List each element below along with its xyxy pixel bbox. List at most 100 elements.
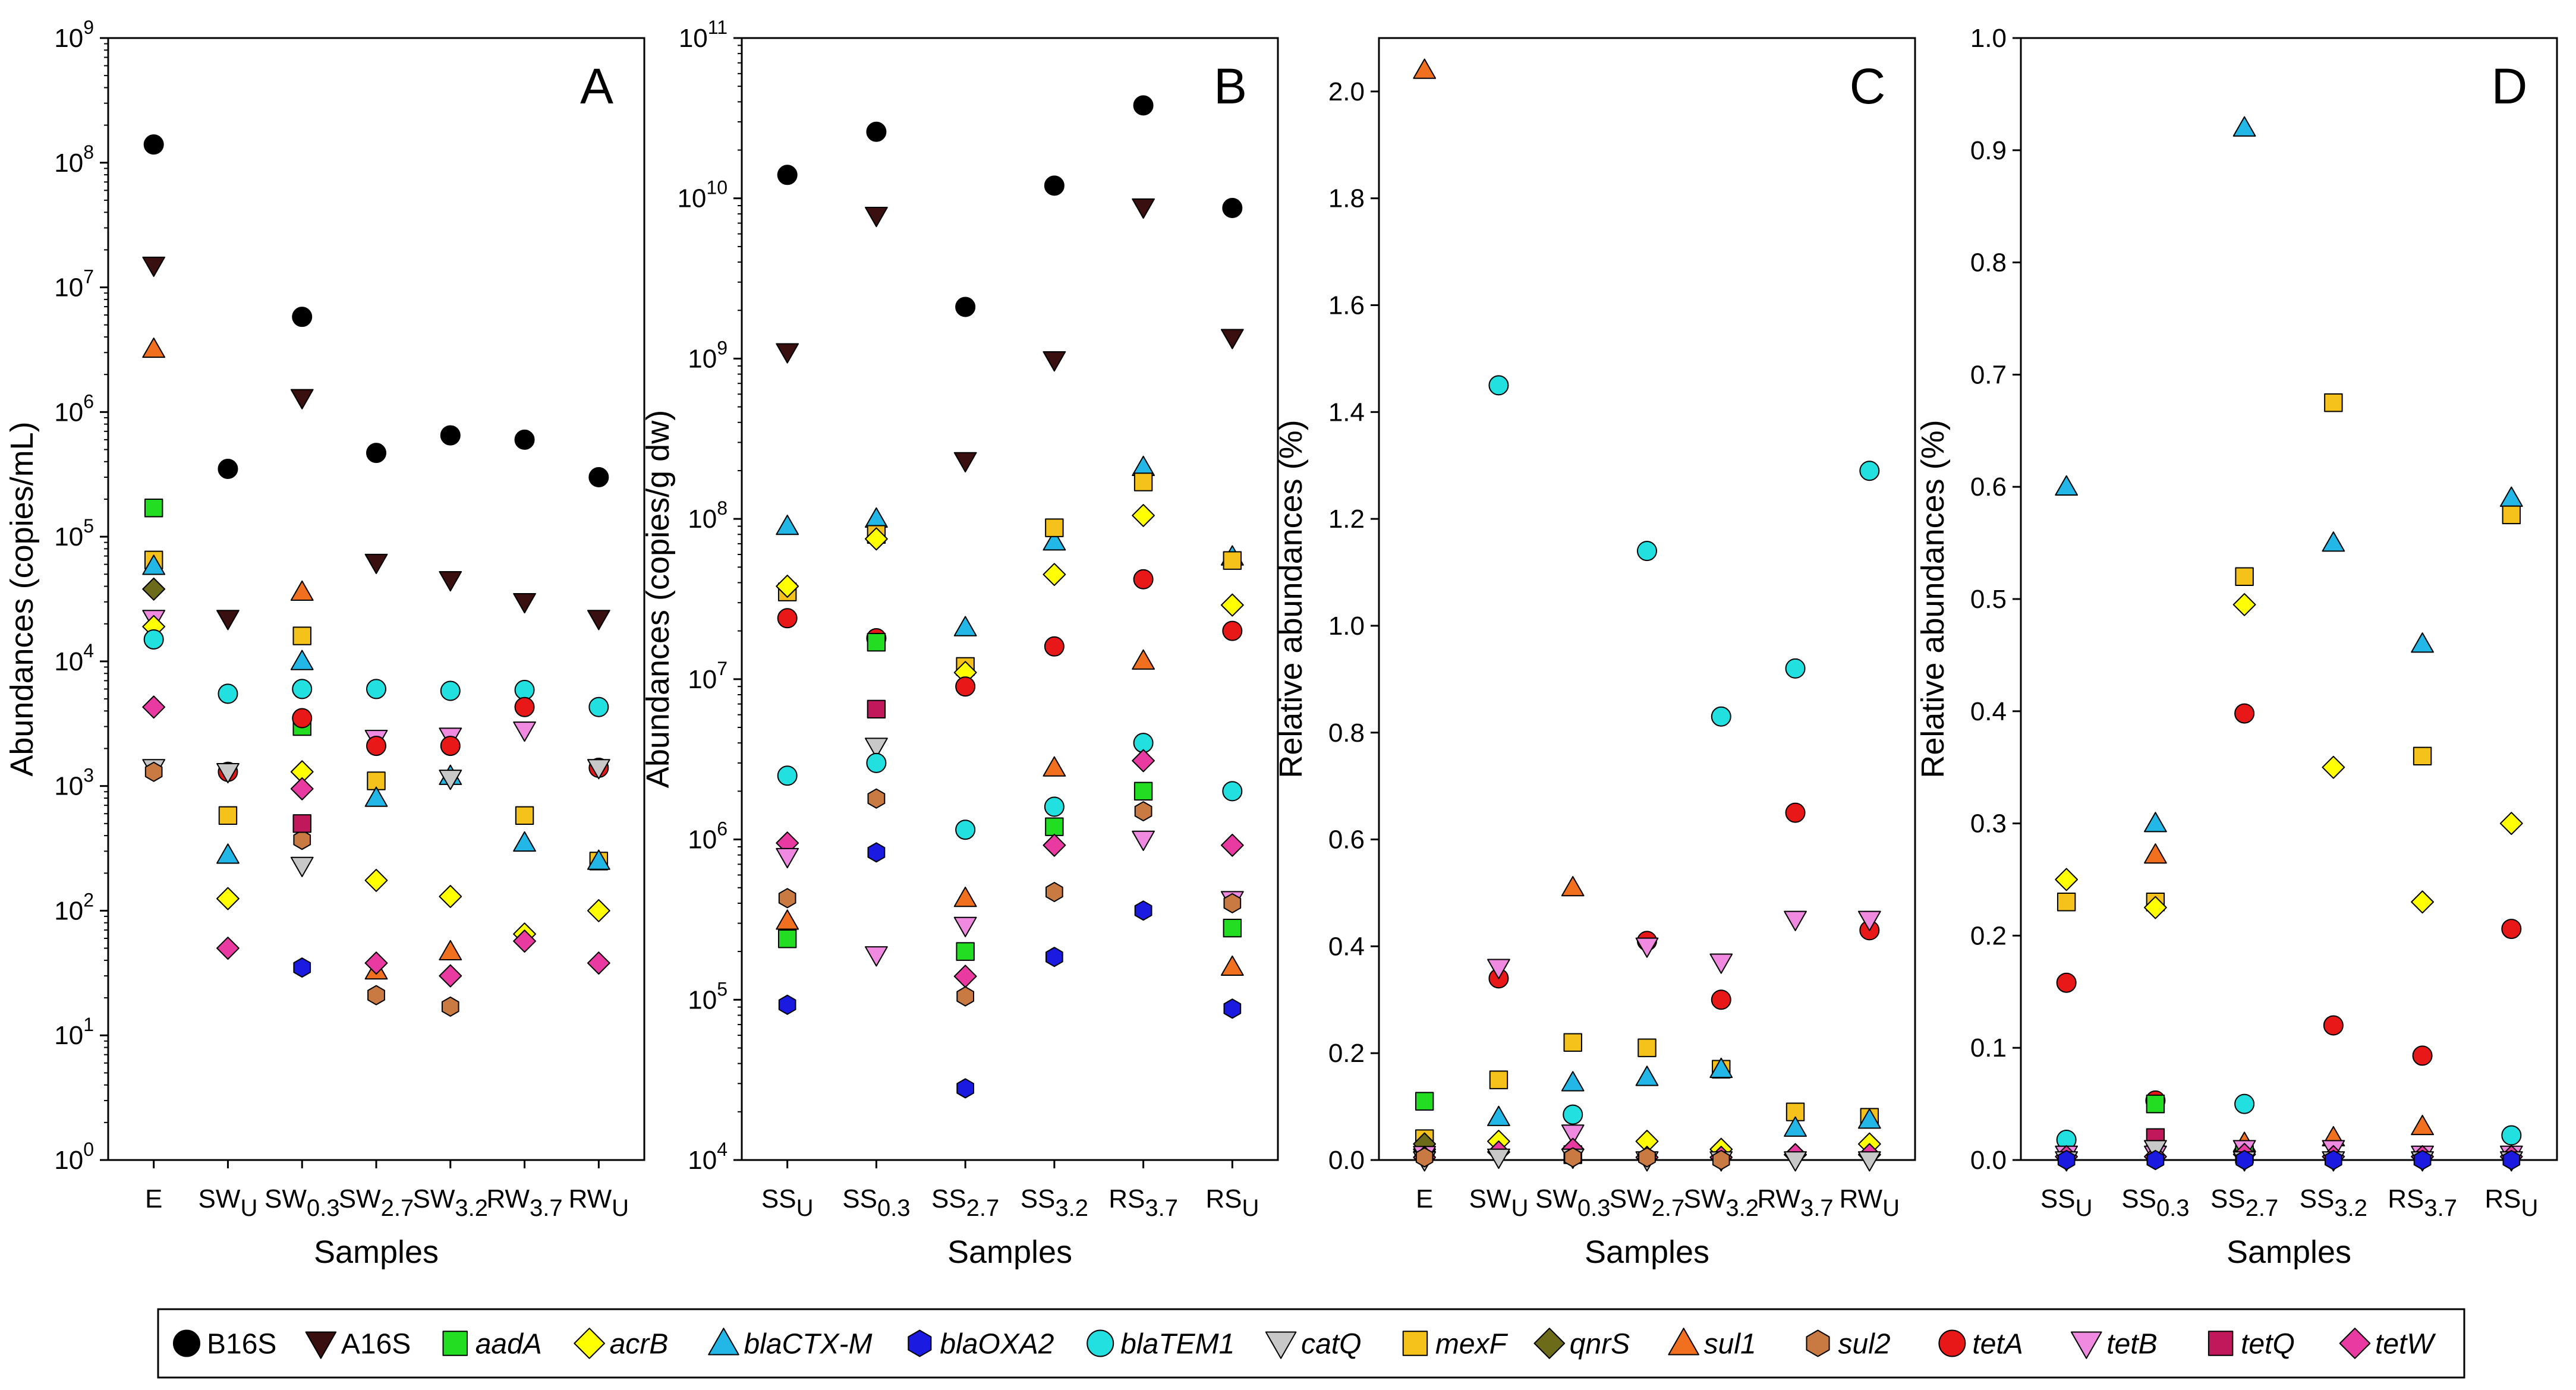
legend-label: tetA bbox=[1972, 1329, 2023, 1360]
point-mexf bbox=[218, 806, 238, 825]
legend-label: aadA bbox=[475, 1329, 542, 1360]
point-teta bbox=[2056, 972, 2077, 993]
panel-d: 0.0 0.1 0.2 0.3 0.4 0.5 0.6 0.7 0.8 0.9 1.0 SSU SS0.… bbox=[1915, 24, 2558, 1270]
point-aada bbox=[144, 499, 163, 518]
point-blactx-m bbox=[513, 831, 536, 852]
legend-label: B16S bbox=[207, 1329, 276, 1360]
point-sul2 bbox=[778, 888, 796, 909]
point-sul2 bbox=[293, 830, 311, 850]
x-axis-label: Samples bbox=[1585, 1234, 1709, 1270]
point-tetw bbox=[587, 951, 610, 975]
legend-marker-a16s bbox=[305, 1331, 337, 1359]
legend-item-aada: aadA bbox=[442, 1329, 542, 1360]
legend-marker-teta bbox=[1938, 1329, 1966, 1357]
legend-label: tetB bbox=[2106, 1329, 2157, 1360]
x-tick-label: SS3.2 bbox=[2300, 1184, 2367, 1221]
point-aada bbox=[777, 929, 797, 948]
point-sul2 bbox=[1564, 1147, 1582, 1168]
y-tick-label: 103 bbox=[54, 765, 94, 801]
point-blatem1 bbox=[588, 696, 609, 717]
point-sul1 bbox=[776, 909, 799, 930]
panel-letter: A bbox=[580, 58, 613, 114]
point-teta bbox=[292, 708, 313, 729]
y-tick-label: 102 bbox=[54, 889, 94, 925]
point-catq bbox=[216, 762, 240, 784]
legend-marker-mexf bbox=[1402, 1331, 1428, 1356]
point-catq bbox=[1487, 1148, 1510, 1169]
point-blaoxa2 bbox=[956, 1078, 974, 1099]
point-teta bbox=[2501, 919, 2522, 940]
point-teta bbox=[1222, 620, 1243, 641]
point-sul1 bbox=[2411, 1114, 2434, 1136]
point-blaoxa2 bbox=[2057, 1150, 2076, 1170]
point-mexf bbox=[2502, 505, 2521, 525]
legend-item-qnrs: qnrS bbox=[1533, 1328, 1630, 1360]
point-teta bbox=[2234, 703, 2255, 724]
point-tetw bbox=[439, 964, 462, 988]
legend-item-sul2: sul2 bbox=[1806, 1329, 1891, 1360]
x-tick-label: SW3.2 bbox=[413, 1184, 489, 1221]
point-blactx-m bbox=[2144, 812, 2167, 833]
point-blaoxa2 bbox=[778, 994, 796, 1015]
point-a16s bbox=[776, 343, 799, 364]
legend-marker-blactx-m bbox=[708, 1328, 739, 1356]
panel-letter: D bbox=[2492, 58, 2528, 114]
point-tetb bbox=[1635, 937, 1659, 958]
point-blaoxa2 bbox=[1045, 947, 1063, 967]
legend-marker-tetb bbox=[2070, 1331, 2102, 1359]
legend-marker-acrb bbox=[574, 1328, 605, 1359]
point-tetq bbox=[867, 699, 886, 719]
legend-label: mexF bbox=[1435, 1329, 1509, 1360]
point-blactx-m bbox=[364, 786, 388, 807]
point-tetb bbox=[1709, 953, 1733, 974]
x-tick-label: SW2.7 bbox=[1610, 1184, 1685, 1221]
legend-item-a16s: A16S bbox=[305, 1329, 411, 1360]
legend-label: A16S bbox=[341, 1329, 411, 1360]
y-tick-label: 106 bbox=[54, 390, 94, 427]
point-catq bbox=[1857, 1151, 1881, 1172]
point-sul1 bbox=[439, 940, 462, 961]
y-tick-label: 0.7 bbox=[1970, 360, 2007, 389]
point-mexf bbox=[1785, 1102, 1805, 1121]
point-sul1 bbox=[1413, 58, 1437, 79]
point-blatem1 bbox=[2234, 1093, 2255, 1114]
legend-label: qnrS bbox=[1570, 1329, 1630, 1360]
y-tick-label: 104 bbox=[54, 640, 94, 676]
point-acrb bbox=[439, 885, 462, 908]
point-teta bbox=[2412, 1045, 2433, 1066]
point-tetw bbox=[1132, 749, 1155, 773]
point-acrb bbox=[364, 869, 388, 892]
point-blactx-m bbox=[1132, 455, 1155, 477]
legend-marker-tetq bbox=[2207, 1331, 2234, 1356]
point-catq bbox=[290, 856, 314, 877]
point-blatem1 bbox=[1044, 796, 1065, 817]
point-aada bbox=[1415, 1092, 1434, 1111]
point-blatem1 bbox=[143, 629, 164, 650]
point-sul2 bbox=[1638, 1147, 1656, 1168]
x-tick-label: RS3.7 bbox=[1109, 1184, 1178, 1221]
point-blactx-m bbox=[290, 650, 314, 670]
point-mexf bbox=[1637, 1038, 1657, 1057]
legend-label: tetW bbox=[2375, 1329, 2436, 1360]
y-tick-label: 105 bbox=[54, 515, 94, 551]
y-tick-label: 101 bbox=[54, 1014, 94, 1050]
x-tick-label: SWU bbox=[1469, 1184, 1529, 1221]
point-aada bbox=[1133, 781, 1153, 801]
point-a16s bbox=[1220, 329, 1244, 349]
point-acrb bbox=[2499, 812, 2523, 835]
x-tick-label: RSU bbox=[1205, 1184, 1259, 1221]
y-tick-label: 107 bbox=[688, 658, 728, 694]
point-blactx-m bbox=[2232, 116, 2256, 137]
y-tick-label: 100 bbox=[54, 1139, 94, 1175]
y-tick-label: 2.0 bbox=[1328, 77, 1365, 106]
point-blaoxa2 bbox=[2235, 1150, 2253, 1170]
point-mexf bbox=[292, 626, 311, 645]
y-tick-label: 106 bbox=[688, 818, 728, 855]
point-blactx-m bbox=[2499, 486, 2523, 507]
point-blatem1 bbox=[1711, 706, 1731, 727]
x-tick-label: RSU bbox=[2484, 1184, 2538, 1221]
point-b16s bbox=[588, 467, 609, 488]
point-aada bbox=[1045, 817, 1064, 836]
legend-marker-sul2 bbox=[1806, 1329, 1830, 1357]
point-mexf bbox=[515, 806, 534, 825]
